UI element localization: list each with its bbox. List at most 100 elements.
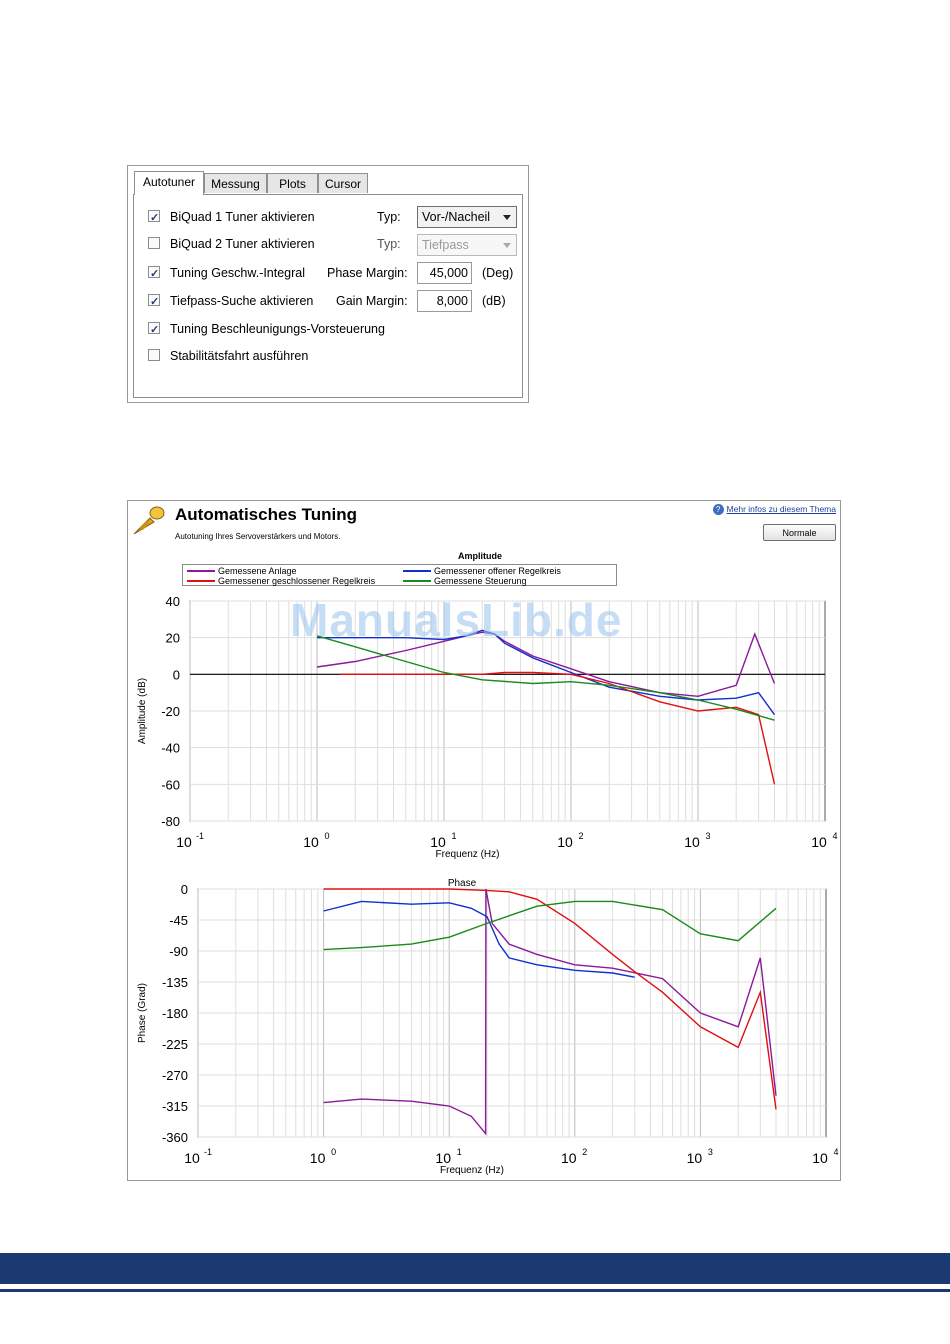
y-tick-label: 0 [181, 882, 188, 897]
series-line-1 [317, 629, 776, 716]
x-tick-label: 10 [430, 834, 446, 850]
y-tick-label: -40 [161, 741, 180, 756]
auto-tuning-panel: Automatisches Tuning Autotuning Ihres Se… [127, 500, 841, 1181]
y-tick-label: 0 [173, 667, 180, 682]
x-tick-label: 10 [557, 834, 573, 850]
phase-margin-unit: (Deg) [482, 266, 514, 280]
series-line-0 [323, 888, 777, 1136]
x-tick-exponent: 0 [331, 1147, 336, 1157]
mode-button[interactable]: Normale [763, 524, 836, 541]
x-tick-exponent: 4 [832, 831, 837, 841]
x-tick-exponent: 1 [457, 1147, 462, 1157]
y-tick-label: -270 [162, 1068, 188, 1083]
feedforward-checkbox[interactable] [148, 320, 160, 340]
biquad1-checkbox[interactable] [148, 208, 160, 228]
y-tick-label: -225 [162, 1037, 188, 1052]
x-tick-exponent: 4 [833, 1147, 838, 1157]
y-tick-label: -135 [162, 975, 188, 990]
tab-messung[interactable]: Messung [204, 173, 267, 193]
gain-margin-input[interactable]: 8,000 [417, 290, 472, 312]
page-title: Automatisches Tuning [175, 505, 357, 524]
x-tick-exponent: 3 [705, 831, 710, 841]
legend-label: Gemessene Anlage [218, 566, 297, 576]
x-tick-label: 10 [176, 834, 192, 850]
x-tick-exponent: -1 [204, 1147, 212, 1157]
help-icon: ? [712, 504, 724, 516]
chevron-down-icon [503, 215, 511, 220]
y-tick-label: -90 [169, 944, 188, 959]
typ1-label: Typ: [377, 210, 401, 224]
phase-chart: 0 -45 -90 -135 -180 -225 -270 -315 -360 10 -1 10 0 10… [137, 878, 839, 1176]
x-tick-label: 10 [303, 834, 319, 850]
series-line-0 [316, 631, 776, 698]
lowpass-search-label: Tiefpass-Suche aktivieren [170, 294, 314, 308]
amplitude-chart-title: Amplitude [458, 551, 502, 561]
typ2-value: Tiefpass [422, 238, 469, 252]
legend-label: Gemessener geschlossener Regelkreis [218, 576, 376, 586]
y-tick-label: -315 [162, 1099, 188, 1114]
y-tick-label: -80 [161, 814, 180, 829]
x-tick-exponent: 1 [451, 831, 456, 841]
chart-title: Phase [448, 878, 477, 889]
y-tick-label: -360 [162, 1130, 188, 1145]
legend-swatch [187, 570, 215, 572]
typ1-select[interactable]: Vor-/Nacheil [417, 206, 517, 228]
x-tick-exponent: 3 [708, 1147, 713, 1157]
watermark: ManualsLib.de [290, 594, 623, 646]
series-line-3 [316, 635, 775, 721]
legend-swatch [187, 580, 215, 582]
y-tick-label: -180 [162, 1006, 188, 1021]
legend-label: Gemessener offener Regelkreis [434, 566, 561, 576]
y-tick-label: -60 [161, 777, 180, 792]
x-tick-label: 10 [812, 1150, 828, 1166]
y-tick-label: 40 [166, 594, 180, 609]
phase-margin-label: Phase Margin: [327, 266, 408, 280]
series-line-1 [323, 900, 635, 978]
typ1-value: Vor-/Nacheil [422, 210, 491, 224]
autotuner-tab-body: BiQuad 1 Tuner aktivieren BiQuad 2 Tuner… [133, 194, 523, 398]
y-tick-label: -45 [169, 913, 188, 928]
x-tick-label: 10 [561, 1150, 577, 1166]
tab-cursor[interactable]: Cursor [318, 173, 368, 193]
x-tick-label: 10 [687, 1150, 703, 1166]
series-line-2 [323, 888, 777, 1110]
biquad1-label: BiQuad 1 Tuner aktivieren [170, 210, 315, 224]
y-tick-label: -20 [161, 704, 180, 719]
help-link[interactable]: ? Mehr infos zu diesem Thema [712, 504, 836, 516]
y-axis-label: Amplitude (dB) [137, 678, 148, 744]
y-axis-label: Phase (Grad) [137, 983, 148, 1043]
x-tick-label: 10 [310, 1150, 326, 1166]
tab-autotuner[interactable]: Autotuner [134, 171, 204, 195]
x-tick-exponent: 0 [324, 831, 329, 841]
integral-checkbox[interactable] [148, 264, 160, 284]
lowpass-search-checkbox[interactable] [148, 292, 160, 312]
x-axis-label: Frequenz (Hz) [440, 1165, 504, 1176]
legend-swatch [403, 570, 431, 572]
x-tick-label: 10 [435, 1150, 451, 1166]
autotuner-panel: Autotuner Messung Plots Cursor BiQuad 1 … [127, 165, 529, 403]
help-link-text[interactable]: Mehr infos zu diesem Thema [726, 504, 836, 514]
legend-label: Gemessene Steuerung [434, 576, 527, 586]
biquad2-checkbox[interactable] [148, 237, 160, 249]
x-tick-exponent: 2 [578, 831, 583, 841]
footer-bar [0, 1253, 950, 1284]
gain-margin-unit: (dB) [482, 294, 506, 308]
x-tick-label: 10 [184, 1150, 200, 1166]
tab-plots[interactable]: Plots [267, 173, 318, 193]
x-tick-label: 10 [811, 834, 827, 850]
phase-margin-input[interactable]: 45,000 [417, 262, 472, 284]
x-tick-exponent: -1 [196, 831, 204, 841]
x-tick-label: 10 [684, 834, 700, 850]
series-line-3 [323, 900, 777, 951]
chart-legend: Gemessene Anlage Gemessener geschlossene… [182, 564, 617, 586]
stability-run-checkbox[interactable] [148, 349, 160, 361]
x-axis-label: Frequenz (Hz) [436, 849, 500, 860]
page-subtitle: Autotuning Ihres Servoverstärkers und Mo… [175, 532, 341, 541]
footer-rule [0, 1289, 950, 1292]
y-tick-label: 20 [166, 631, 180, 646]
legend-swatch [403, 580, 431, 582]
chevron-down-icon [503, 243, 511, 248]
amplitude-chart: 40 20 0 -20 -40 -60 -80 10 -1 10 0 10 1 10 2 10 3 10 4 Freq… [137, 594, 838, 860]
series-line-2 [339, 671, 776, 785]
feedforward-label: Tuning Beschleunigungs-Vorsteuerung [170, 322, 385, 336]
